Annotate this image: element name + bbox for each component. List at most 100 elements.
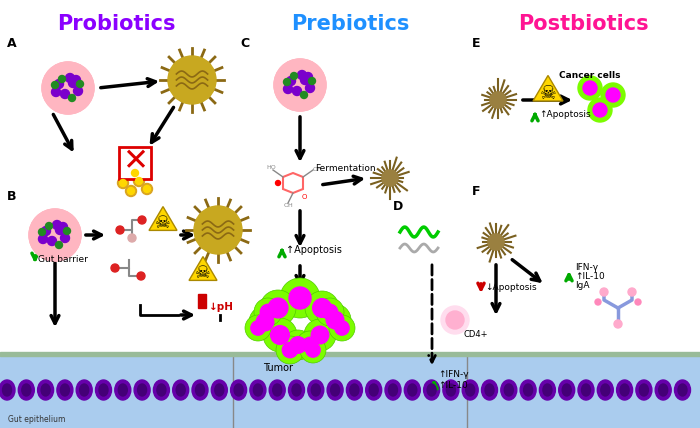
Ellipse shape — [22, 384, 31, 396]
Circle shape — [55, 80, 64, 89]
Circle shape — [29, 209, 81, 261]
Circle shape — [335, 321, 349, 335]
Ellipse shape — [118, 384, 127, 396]
Ellipse shape — [43, 90, 51, 101]
Ellipse shape — [447, 384, 456, 396]
Circle shape — [578, 76, 602, 100]
Ellipse shape — [405, 380, 420, 400]
Circle shape — [55, 241, 62, 249]
Circle shape — [136, 178, 143, 184]
Circle shape — [194, 206, 242, 254]
Circle shape — [490, 92, 506, 108]
Circle shape — [600, 288, 608, 296]
Text: C: C — [240, 37, 249, 50]
Circle shape — [286, 77, 295, 86]
Circle shape — [74, 86, 83, 95]
Circle shape — [296, 331, 324, 359]
Circle shape — [280, 278, 320, 318]
Ellipse shape — [330, 384, 340, 396]
Circle shape — [284, 84, 293, 93]
Ellipse shape — [315, 68, 323, 80]
Ellipse shape — [520, 380, 536, 400]
Ellipse shape — [76, 380, 92, 400]
Circle shape — [276, 336, 304, 364]
Ellipse shape — [38, 211, 50, 220]
Ellipse shape — [369, 384, 378, 396]
Ellipse shape — [504, 384, 513, 396]
Ellipse shape — [582, 384, 591, 396]
Circle shape — [329, 315, 355, 341]
Ellipse shape — [74, 65, 85, 73]
Ellipse shape — [45, 71, 53, 83]
Text: Tumor: Tumor — [263, 363, 293, 373]
Ellipse shape — [288, 380, 304, 400]
Circle shape — [614, 320, 622, 328]
Circle shape — [283, 330, 313, 360]
Ellipse shape — [70, 218, 78, 229]
Circle shape — [488, 234, 504, 250]
Ellipse shape — [176, 384, 186, 396]
Circle shape — [312, 326, 329, 344]
Ellipse shape — [443, 380, 459, 400]
Ellipse shape — [49, 254, 61, 261]
Text: ↑IFN-γ
↑IL-10: ↑IFN-γ ↑IL-10 — [438, 370, 468, 390]
Circle shape — [300, 75, 309, 84]
Circle shape — [302, 337, 318, 353]
Ellipse shape — [173, 380, 189, 400]
Circle shape — [595, 299, 601, 305]
Ellipse shape — [0, 380, 15, 400]
Bar — [0, 35, 700, 355]
Ellipse shape — [284, 100, 295, 108]
Circle shape — [29, 209, 81, 261]
Ellipse shape — [636, 380, 652, 400]
Ellipse shape — [308, 380, 324, 400]
Circle shape — [583, 81, 597, 95]
Ellipse shape — [294, 59, 306, 66]
Ellipse shape — [32, 218, 40, 229]
Ellipse shape — [346, 380, 363, 400]
Ellipse shape — [3, 384, 11, 396]
Ellipse shape — [250, 380, 266, 400]
Circle shape — [52, 87, 60, 96]
Text: A: A — [7, 37, 17, 50]
Ellipse shape — [195, 384, 204, 396]
Ellipse shape — [559, 380, 575, 400]
Circle shape — [249, 306, 281, 338]
Circle shape — [588, 98, 612, 122]
Circle shape — [256, 313, 274, 331]
Ellipse shape — [253, 384, 262, 396]
Circle shape — [628, 288, 636, 296]
Text: D: D — [393, 200, 403, 213]
Text: ↓Apoptosis: ↓Apoptosis — [485, 283, 537, 292]
Circle shape — [282, 342, 298, 358]
Circle shape — [130, 167, 141, 178]
Ellipse shape — [350, 384, 359, 396]
Ellipse shape — [678, 384, 687, 396]
Circle shape — [290, 72, 298, 80]
Circle shape — [284, 78, 290, 86]
Circle shape — [276, 181, 281, 185]
Text: OH: OH — [284, 203, 294, 208]
Ellipse shape — [41, 384, 50, 396]
Ellipse shape — [294, 104, 306, 110]
Ellipse shape — [462, 380, 478, 400]
Text: IFN-γ: IFN-γ — [575, 263, 598, 272]
Circle shape — [313, 299, 331, 317]
Ellipse shape — [62, 107, 74, 113]
Text: O: O — [302, 194, 307, 200]
Circle shape — [118, 178, 129, 188]
Text: OH: OH — [313, 167, 323, 172]
Circle shape — [127, 187, 134, 194]
Circle shape — [141, 184, 153, 194]
Ellipse shape — [138, 384, 146, 396]
Ellipse shape — [38, 380, 54, 400]
Circle shape — [48, 237, 57, 246]
Text: Cancer cells: Cancer cells — [559, 71, 621, 80]
Circle shape — [59, 223, 67, 232]
Circle shape — [38, 235, 48, 244]
Ellipse shape — [49, 209, 61, 217]
Ellipse shape — [134, 380, 150, 400]
Bar — [198, 294, 206, 308]
Circle shape — [289, 287, 311, 309]
Ellipse shape — [52, 103, 62, 111]
